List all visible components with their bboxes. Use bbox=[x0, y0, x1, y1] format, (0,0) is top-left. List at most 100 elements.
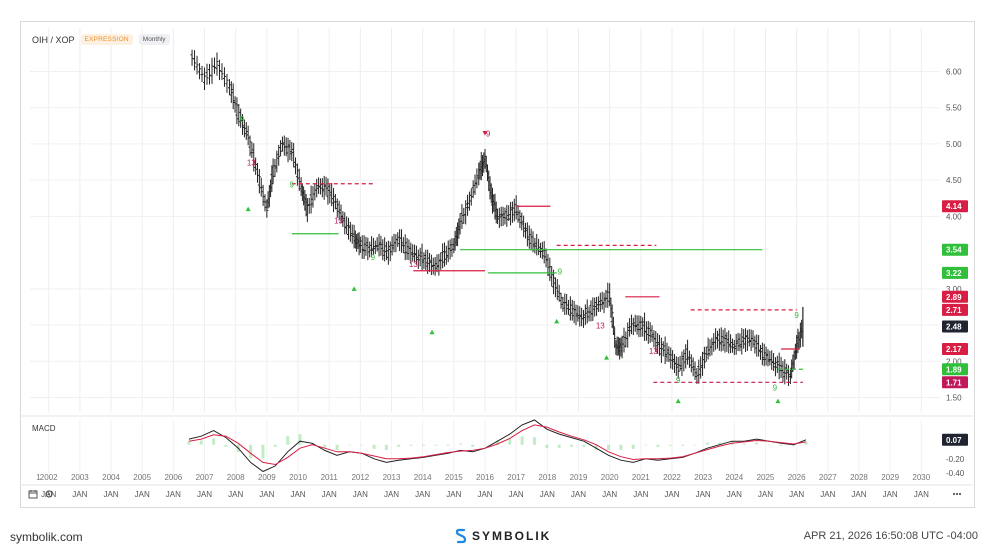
x-month-label: JAN bbox=[633, 490, 648, 499]
countdown-marker: 13 bbox=[334, 217, 343, 226]
x-year-label: 2003 bbox=[71, 473, 89, 482]
x-year-label: 2015 bbox=[445, 473, 463, 482]
macd-histogram-bar bbox=[372, 444, 376, 449]
x-year-label: 2026 bbox=[788, 473, 806, 482]
chart-header: OIH / XOP EXPRESSION Monthly bbox=[32, 34, 170, 45]
x-month-label: JAN bbox=[758, 490, 773, 499]
buy-setup-triangle bbox=[351, 286, 357, 291]
macd-histogram-bar bbox=[347, 444, 351, 446]
macd-label: MACD bbox=[32, 424, 56, 433]
y-tick-label: 6.00 bbox=[946, 67, 962, 76]
macd-histogram-bar bbox=[607, 444, 611, 450]
macd-histogram-bar bbox=[767, 444, 771, 446]
symbolik-logo-icon bbox=[456, 528, 466, 544]
settings-icon[interactable] bbox=[44, 489, 54, 501]
countdown-marker: 9 bbox=[794, 311, 799, 320]
symbol-label[interactable]: OIH / XOP bbox=[32, 34, 75, 45]
macd-line bbox=[188, 419, 807, 473]
calendar-icon[interactable] bbox=[28, 489, 38, 501]
macd-histogram-bar bbox=[755, 442, 759, 445]
x-month-label: JAN bbox=[914, 490, 929, 499]
countdown-marker: 9 bbox=[676, 376, 681, 385]
countdown-marker: 9 bbox=[558, 267, 563, 276]
macd-histogram-bar bbox=[224, 444, 228, 447]
macd-histogram-bar bbox=[434, 444, 438, 446]
macd-histogram-bar bbox=[594, 444, 598, 450]
x-year-label: 2006 bbox=[164, 473, 182, 482]
macd-histogram-bar bbox=[644, 444, 648, 446]
x-month-label: JAN bbox=[571, 490, 586, 499]
macd-y-tick-label: -0.20 bbox=[946, 455, 965, 464]
interval-badge[interactable]: Monthly bbox=[138, 34, 170, 45]
price-tag-label: 2.89 bbox=[946, 293, 962, 302]
x-year-label: 2030 bbox=[912, 473, 930, 482]
countdown-marker: 13 bbox=[649, 347, 658, 356]
countdown-marker: 13 bbox=[409, 260, 418, 269]
macd-histogram-bar bbox=[495, 440, 499, 445]
macd-histogram-bar bbox=[705, 442, 709, 445]
x-month-label: JAN bbox=[353, 490, 368, 499]
x-month-label: JAN bbox=[696, 490, 711, 499]
macd-y-tick-label: -0.40 bbox=[946, 469, 965, 478]
x-year-label: 2007 bbox=[196, 473, 214, 482]
x-year-label: 2004 bbox=[102, 473, 120, 482]
x-month-label: JAN bbox=[446, 490, 461, 499]
x-month-label: JAN bbox=[135, 490, 150, 499]
y-tick-label: 5.00 bbox=[946, 140, 962, 149]
site-link[interactable]: symbolik.com bbox=[10, 530, 83, 544]
macd-histogram-bar bbox=[508, 438, 512, 445]
macd-histogram-bar bbox=[421, 444, 425, 446]
macd-histogram-bar bbox=[471, 444, 475, 447]
y-tick-label: 5.50 bbox=[946, 104, 962, 113]
price-tag bbox=[942, 320, 968, 333]
x-year-label: 2018 bbox=[538, 473, 556, 482]
macd-histogram-bar bbox=[397, 444, 401, 447]
countdown-marker: 9 bbox=[486, 130, 491, 139]
price-tag-label: 2.17 bbox=[946, 345, 962, 354]
x-month-label: JAN bbox=[166, 490, 181, 499]
expression-badge[interactable]: EXPRESSION bbox=[80, 34, 133, 45]
buy-setup-triangle bbox=[429, 329, 435, 335]
x-month-label: JAN bbox=[415, 490, 430, 499]
x-year-label: 2016 bbox=[476, 473, 494, 482]
countdown-marker: 9 bbox=[290, 180, 295, 189]
chart-frame bbox=[20, 21, 975, 508]
macd-histogram-bar bbox=[458, 443, 462, 445]
macd-histogram-bar bbox=[557, 444, 561, 448]
x-year-label: 2014 bbox=[414, 473, 432, 482]
x-year-label: 2021 bbox=[632, 473, 650, 482]
x-year-label: 2013 bbox=[383, 473, 401, 482]
x-year-label: 2024 bbox=[725, 473, 743, 482]
more-icon[interactable] bbox=[952, 489, 962, 501]
x-year-label: 2005 bbox=[133, 473, 151, 482]
x-month-label: JAN bbox=[228, 490, 243, 499]
macd-histogram-bar bbox=[187, 441, 191, 445]
price-tag-label: 4.14 bbox=[946, 202, 962, 211]
buy-setup-triangle bbox=[775, 398, 781, 404]
x-year-label: 2025 bbox=[757, 473, 775, 482]
x-month-label: JAN bbox=[820, 490, 835, 499]
countdown-marker: 13 bbox=[247, 159, 256, 168]
x-month-label: JAN bbox=[883, 490, 898, 499]
x-year-label: 2017 bbox=[507, 473, 525, 482]
countdown-marker: 9 bbox=[371, 253, 376, 262]
x-month-label: JAN bbox=[197, 490, 212, 499]
macd-histogram-bar bbox=[273, 444, 277, 447]
buy-setup-triangle bbox=[554, 318, 560, 324]
y-tick-label: 4.00 bbox=[946, 212, 962, 221]
macd-histogram-bar bbox=[384, 444, 388, 450]
macd-histogram-bar bbox=[261, 444, 265, 459]
price-tag-label: 2.48 bbox=[946, 323, 962, 332]
macd-histogram-bar bbox=[570, 444, 574, 447]
x-month-label: JAN bbox=[384, 490, 399, 499]
macd-histogram-bar bbox=[532, 437, 536, 445]
price-tag bbox=[942, 290, 968, 303]
macd-histogram-bar bbox=[804, 441, 808, 445]
macd-histogram-bar bbox=[249, 444, 253, 459]
y-tick-label: 1.50 bbox=[946, 394, 962, 403]
x-month-label: JAN bbox=[602, 490, 617, 499]
x-year-label: 2027 bbox=[819, 473, 837, 482]
price-tag bbox=[942, 243, 968, 256]
price-tag bbox=[942, 303, 968, 316]
